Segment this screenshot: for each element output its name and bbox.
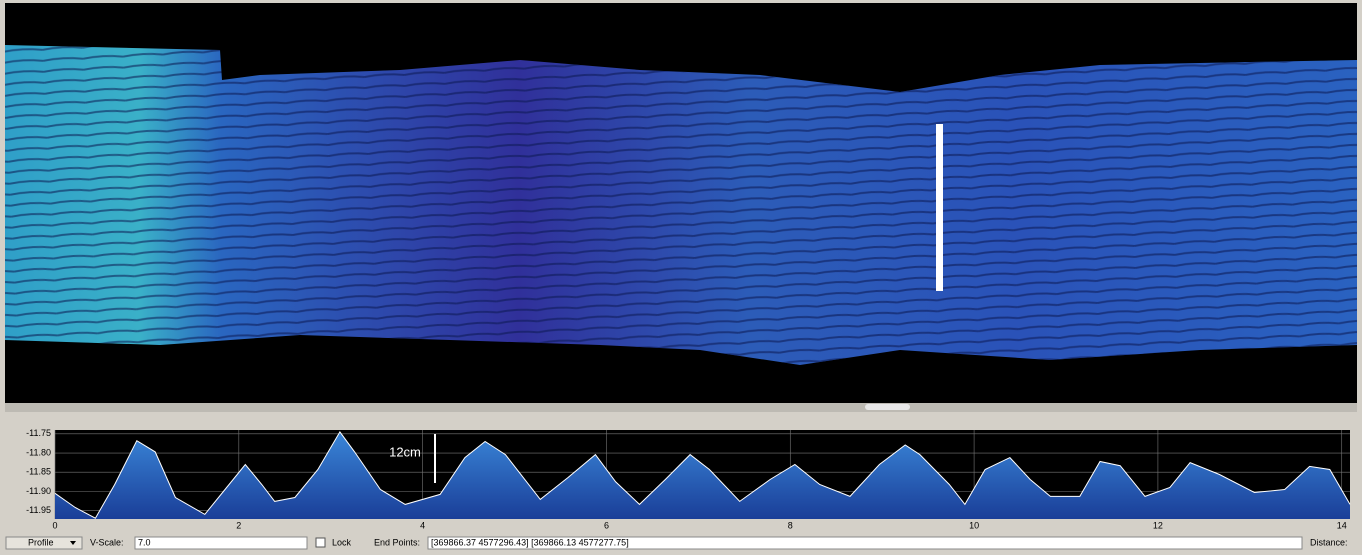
x-tick-label: 8 <box>788 520 793 530</box>
vscale-value: 7.0 <box>138 537 151 547</box>
distance-label: Distance: <box>1310 537 1348 547</box>
x-tick-label: 4 <box>420 520 425 530</box>
y-tick-label: -11.95 <box>26 505 51 515</box>
scale-bar <box>936 124 943 291</box>
app: -11.75 -11.80 -11.85 -11.90 -11.950 2 4 6 8 10 12 1… <box>0 0 1362 550</box>
y-tick-label: -11.80 <box>26 447 51 457</box>
x-tick-label: 14 <box>1337 520 1347 530</box>
x-tick-label: 10 <box>969 520 979 530</box>
x-tick-label: 12 <box>1153 520 1163 530</box>
y-tick-label: -11.85 <box>26 467 51 477</box>
x-tick-label: 6 <box>604 520 609 530</box>
x-tick-label: 0 <box>52 520 57 530</box>
annotation: 12cm <box>389 444 421 459</box>
profile-button-label: Profile <box>28 537 54 547</box>
lock-checkbox[interactable] <box>316 538 325 547</box>
vscale-label: V-Scale: <box>90 537 124 547</box>
page: -11.75 -11.80 -11.85 -11.90 -11.950 2 4 6 8 10 12 1… <box>0 0 1362 550</box>
x-tick-label: 2 <box>236 520 241 530</box>
y-tick-label: -11.90 <box>26 486 51 496</box>
y-tick-label: -11.75 <box>26 428 51 438</box>
endpoints-label: End Points: <box>374 537 420 547</box>
ripple-texture <box>5 45 1357 365</box>
lock-label: Lock <box>332 537 352 547</box>
endpoints-value: [369866.37 4577296.43] [369866.13 457727… <box>431 537 629 547</box>
vscale-input[interactable] <box>135 537 307 549</box>
scroll-thumb[interactable] <box>865 404 910 410</box>
scrollbar[interactable] <box>5 403 1357 412</box>
